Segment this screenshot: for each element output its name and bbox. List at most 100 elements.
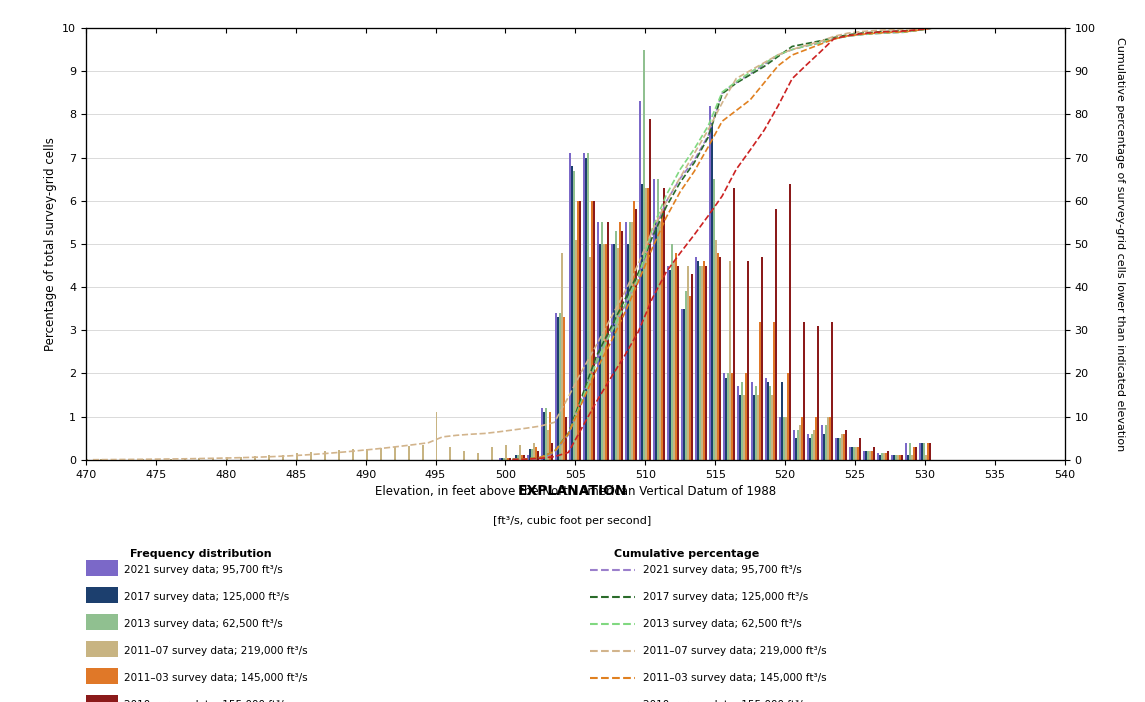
Bar [858,447,859,460]
Bar [909,442,911,460]
Bar [897,456,899,460]
Bar [614,244,615,460]
Bar [727,373,729,460]
Bar [584,153,585,460]
Bar [795,438,797,460]
Bar [662,209,663,460]
Bar [563,317,566,460]
Text: 2011–03 survey data; 145,000 ft³/s: 2011–03 survey data; 145,000 ft³/s [643,673,827,683]
Bar [523,456,526,460]
Y-axis label: Percentage of total survey-grid cells: Percentage of total survey-grid cells [44,137,56,351]
Bar [86,614,118,630]
Bar [555,313,558,460]
Bar [803,322,805,460]
Bar [282,455,284,460]
Bar [670,270,671,460]
Bar [829,416,831,460]
Text: 2021 survey data; 95,700 ft³/s: 2021 survey data; 95,700 ft³/s [643,565,803,575]
Text: 2013 survey data; 62,500 ft³/s: 2013 survey data; 62,500 ft³/s [643,619,803,629]
Bar [617,249,619,460]
Bar [505,444,507,460]
Bar [574,171,576,460]
Bar [86,588,118,603]
Text: 2011–03 survey data; 145,000 ft³/s: 2011–03 survey data; 145,000 ft³/s [124,673,307,683]
Bar [502,458,504,460]
Bar [156,458,158,460]
Bar [783,416,785,460]
Bar [601,223,603,460]
Bar [655,223,657,460]
Bar [911,456,913,460]
Bar [769,386,772,460]
Text: 2010 survey data; 155,000 ft³/s: 2010 survey data; 155,000 ft³/s [124,700,289,702]
Bar [113,459,116,460]
Bar [835,438,837,460]
Bar [887,451,889,460]
Bar [521,456,523,460]
Bar [619,223,622,460]
Bar [86,560,118,576]
Bar [823,434,826,460]
Bar [585,157,587,460]
Bar [793,430,795,460]
Bar [775,209,777,460]
Bar [641,183,643,460]
Bar [789,183,791,460]
Bar [380,448,381,460]
Bar [807,434,810,460]
Bar [571,166,574,460]
Bar [845,430,847,460]
Bar [837,438,839,460]
Bar [566,416,567,460]
Bar [923,442,925,460]
Bar [713,179,716,460]
Bar [741,382,743,460]
Bar [394,447,395,460]
Bar [421,444,424,460]
Bar [504,458,505,460]
Bar [408,446,410,460]
Bar [536,447,537,460]
Bar [663,188,665,460]
Bar [813,430,815,460]
Bar [867,451,869,460]
Bar [761,257,763,460]
Bar [603,244,606,460]
Bar [751,382,753,460]
Bar [853,447,855,460]
Bar [842,434,843,460]
Bar [142,458,144,460]
Bar [877,453,879,460]
Text: 2011–07 survey data; 219,000 ft³/s: 2011–07 survey data; 219,000 ft³/s [124,646,307,656]
Bar [725,378,727,460]
Bar [692,274,693,460]
Bar [545,408,547,460]
Bar [733,188,735,460]
Text: 2011–07 survey data; 219,000 ft³/s: 2011–07 survey data; 219,000 ft³/s [643,646,827,656]
Bar [660,223,662,460]
Bar [677,265,679,460]
Bar [717,253,719,460]
Bar [863,451,866,460]
Bar [100,459,102,460]
Bar [811,434,813,460]
Bar [338,450,340,460]
Text: Frequency distribution: Frequency distribution [129,549,271,559]
Text: 2017 survey data; 125,000 ft³/s: 2017 survey data; 125,000 ft³/s [643,592,808,602]
Bar [740,395,741,460]
Bar [919,442,921,460]
Bar [869,451,871,460]
Bar [611,244,614,460]
Bar [883,453,885,460]
Bar [859,438,861,460]
Bar [537,451,539,460]
Bar [719,257,721,460]
Bar [435,412,437,460]
Bar [866,451,867,460]
Bar [646,188,647,460]
Bar [765,378,767,460]
Bar [607,223,609,460]
X-axis label: Elevation, in feet above the North American Vertical Datum of 1988: Elevation, in feet above the North Ameri… [374,485,776,498]
Bar [891,456,893,460]
Bar [576,239,577,460]
